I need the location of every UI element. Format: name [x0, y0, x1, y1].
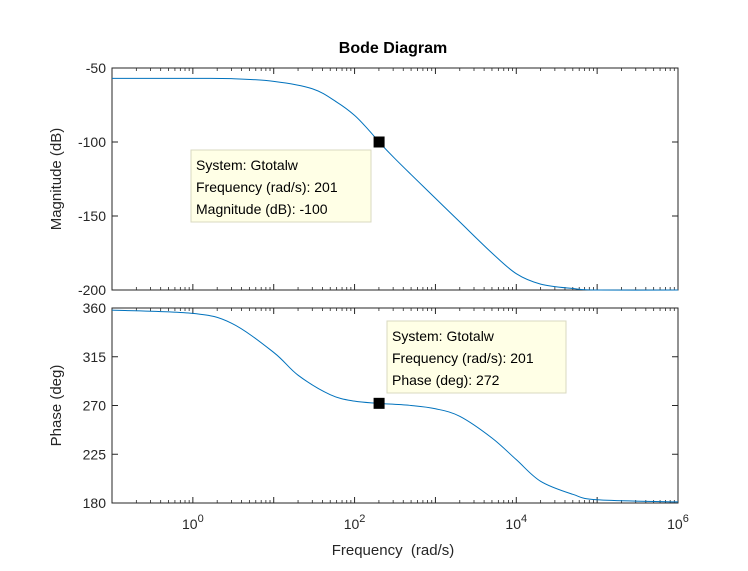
magnitude-panel: -50 -100 -150 -200 Magnitude (dB) System: Gto… [48, 60, 679, 298]
magnitude-y-tick-label: -200 [78, 282, 106, 298]
phase-y-axis-label: Phase (deg) [48, 365, 65, 447]
x-tick-labels: 100 102 104 106 [182, 513, 689, 532]
x-tick-label: 104 [505, 513, 527, 532]
phase-panel: 360 315 270 225 180 Phase (deg) System: Gtotal… [48, 300, 679, 511]
phase-datatip-line: Phase (deg): 272 [392, 372, 500, 388]
magnitude-y-tick-label: -150 [78, 208, 106, 224]
magnitude-y-tick-label: -100 [78, 134, 106, 150]
phase-datatip-line: Frequency (rad/s): 201 [392, 350, 534, 366]
phase-datatip-box [386, 320, 567, 394]
magnitude-y-tick-label: -50 [86, 60, 106, 76]
phase-y-tick-label: 270 [83, 398, 107, 414]
x-axis-label: Frequency (rad/s) [332, 542, 455, 559]
chart-title: Bode Diagram [339, 40, 447, 57]
phase-datatip-line: System: Gtotalw [392, 328, 495, 344]
phase-y-tick-label: 180 [83, 495, 107, 511]
x-tick-label: 106 [667, 513, 689, 532]
magnitude-y-axis-label: Magnitude (dB) [48, 128, 65, 231]
phase-y-tick-label: 225 [83, 446, 107, 462]
magnitude-series-line [111, 77, 679, 291]
magnitude-datatip-box [190, 149, 372, 223]
x-tick-label: 100 [182, 513, 204, 532]
magnitude-datatip-marker[interactable] [373, 136, 385, 148]
phase-y-tick-label: 315 [83, 349, 107, 365]
magnitude-datatip-line: Frequency (rad/s): 201 [196, 179, 338, 195]
x-tick-label: 102 [344, 513, 366, 532]
phase-y-tick-label: 360 [83, 300, 107, 316]
magnitude-datatip-line: System: Gtotalw [196, 157, 299, 173]
phase-series-line [111, 309, 679, 503]
magnitude-datatip-line: Magnitude (dB): -100 [196, 201, 328, 217]
phase-datatip-marker[interactable] [373, 397, 385, 409]
